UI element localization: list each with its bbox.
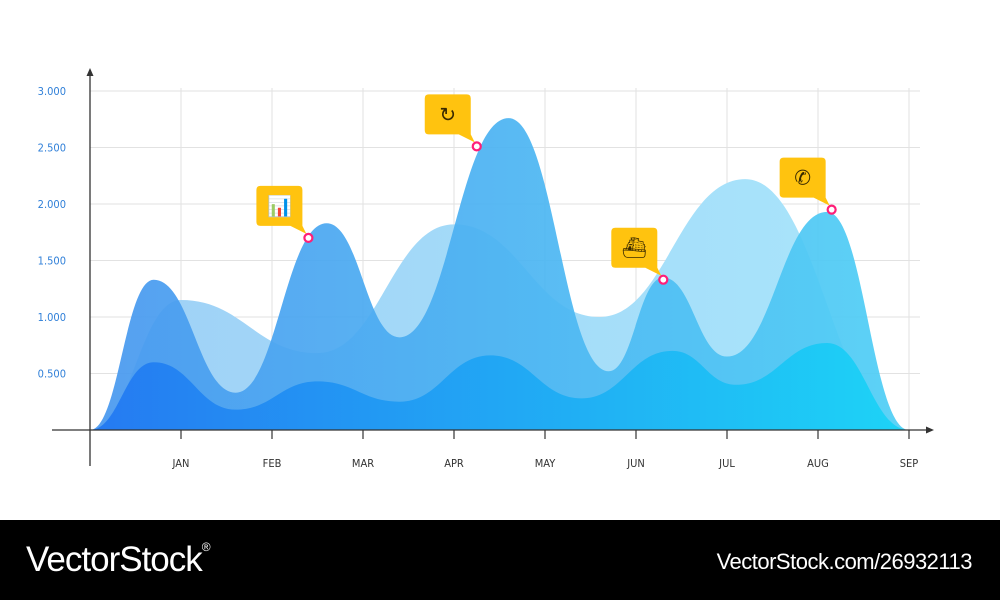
x-tick-label-jul: JUL [718, 457, 735, 470]
x-tick-label-jun: JUN [626, 457, 645, 470]
presentation-board-icon: 📊 [267, 194, 292, 218]
callout-presentation-board: 📊 [256, 185, 314, 243]
y-tick-label: 2.000 [38, 198, 66, 211]
area-chart: JAN FEB MAR APR MAY JUN JUL AUG SEP 0.500 1.000 1.5… [38, 68, 934, 470]
x-tick-label-apr: APR [444, 457, 464, 470]
x-tick-label-sep: SEP [900, 457, 919, 470]
data-point-marker [303, 232, 314, 243]
y-tick-label: 1.000 [38, 311, 66, 324]
x-tick-label-may: MAY [535, 457, 556, 470]
y-tick-label: 1.500 [38, 255, 66, 268]
callout-phone-refresh: ✆ [779, 157, 837, 215]
area-series-base [90, 342, 909, 430]
brand-name: VectorStock [26, 540, 203, 579]
registered-mark: ® [201, 540, 211, 554]
y-axis-arrow [86, 68, 94, 76]
x-tick-label-jan: JAN [172, 457, 190, 470]
callout-bubble [424, 94, 475, 143]
callout-ship: ⛴ [611, 227, 669, 285]
data-point-marker [658, 274, 669, 285]
refresh-icon: ↻ [439, 102, 456, 126]
x-tick-label-feb: FEB [263, 457, 282, 470]
data-point-marker [826, 204, 837, 215]
area-series-front [90, 118, 909, 430]
x-tick-label-aug: AUG [807, 457, 829, 470]
chart-area: JAN FEB MAR APR MAY JUN JUL AUG SEP 0.500 1.000 1.5… [37, 68, 934, 470]
callout-bubble [611, 227, 662, 276]
callout-bubble [779, 157, 830, 206]
x-tick-label-mar: MAR [352, 457, 374, 470]
vectorstock-logo: VectorStock® [26, 540, 211, 580]
data-point-marker [471, 141, 482, 152]
x-axis-arrow [926, 426, 934, 434]
y-tick-label: 2.500 [38, 142, 66, 155]
callout-bubble [256, 185, 307, 234]
ship-icon: ⛴ [622, 236, 647, 260]
y-tick-label: 3.000 [38, 85, 66, 98]
image-id-text: VectorStock.com/26932113 [716, 549, 973, 574]
phone-refresh-icon: ✆ [794, 166, 811, 190]
watermark-footer: VectorStock® VectorStock.com/26932113 [0, 520, 1000, 600]
y-tick-label: 0.500 [38, 368, 66, 381]
callout-refresh: ↻ [424, 94, 482, 152]
